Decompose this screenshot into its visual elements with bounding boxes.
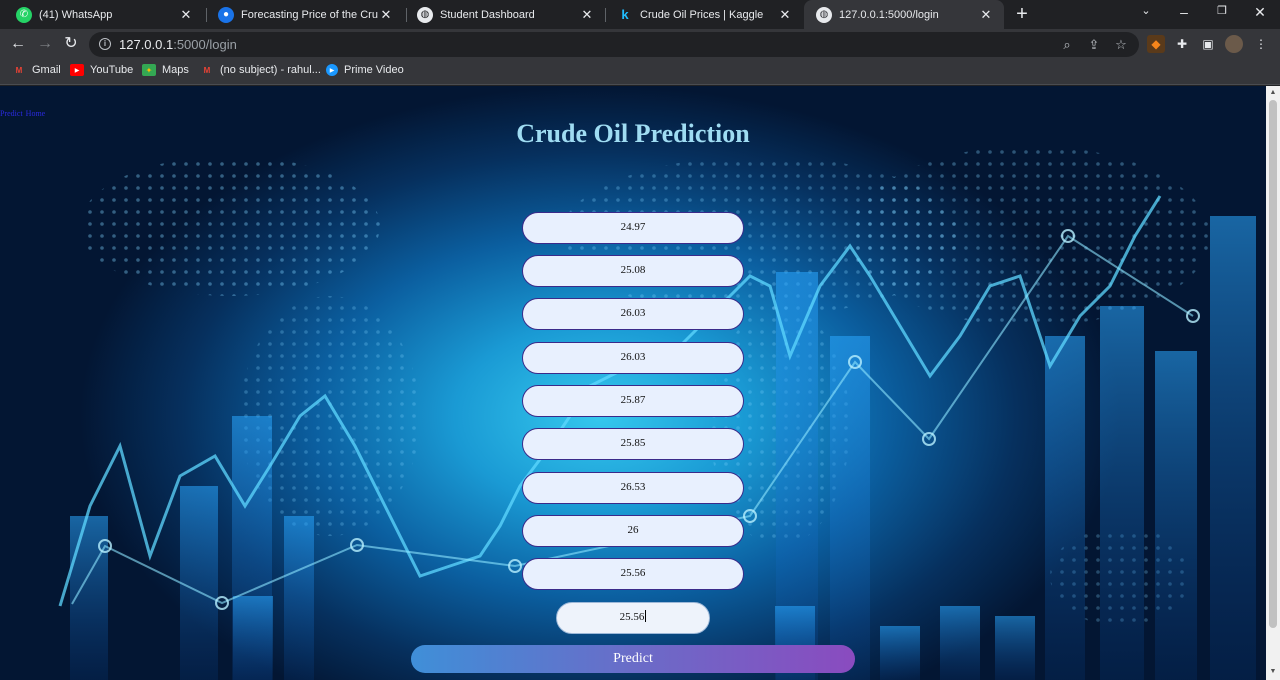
tab-title: 127.0.0.1:5000/login (839, 8, 939, 21)
forward-icon[interactable]: → (37, 35, 53, 52)
maps-icon: ✦ (142, 64, 156, 76)
scrollbar[interactable]: ▲ ▼ (1266, 86, 1280, 680)
price-input-1[interactable]: 24.97 (522, 212, 744, 244)
youtube-icon: ▶ (70, 64, 84, 76)
close-icon[interactable]: ✕ (180, 6, 192, 22)
close-icon[interactable]: ✕ (380, 6, 392, 22)
url-text: 127.0.0.1:5000/login (119, 37, 237, 52)
globe-icon: ◍ (816, 6, 832, 23)
nav-link-predict[interactable]: Predict (0, 109, 23, 118)
tab-student-dashboard[interactable]: ◍ Student Dashboard ✕ (405, 0, 605, 29)
page-viewport: Predict Home Crude Oil Prediction 24.97 2… (0, 86, 1266, 680)
restore-icon[interactable]: ❐ (1217, 5, 1227, 17)
info-icon[interactable]: i (99, 38, 111, 50)
close-icon[interactable]: ✕ (581, 6, 593, 22)
scroll-down-icon[interactable]: ▼ (1269, 668, 1277, 675)
scrollbar-thumb[interactable] (1269, 100, 1277, 628)
price-input-6[interactable]: 25.85 (522, 428, 744, 460)
close-icon[interactable]: ✕ (980, 6, 992, 22)
globe-icon: ◍ (417, 6, 433, 23)
predict-button[interactable]: Predict (411, 645, 855, 673)
gmail-icon: M (203, 65, 211, 75)
address-bar[interactable]: i 127.0.0.1:5000/login ⌕ ⇪ ☆ (89, 32, 1139, 57)
bookmark-label: YouTube (90, 64, 134, 76)
tab-whatsapp[interactable]: ✆ (41) WhatsApp ✕ (4, 0, 204, 29)
price-input-10[interactable]: 25.56 (556, 602, 710, 634)
bookmark-youtube[interactable]: ▶ YouTube (70, 64, 133, 76)
close-window-icon[interactable]: ✕ (1254, 4, 1266, 20)
bookmark-no-subject[interactable]: M (no subject) - rahul... (200, 64, 321, 76)
bookmark-label: Maps (162, 64, 189, 76)
share-icon[interactable]: ⇪ (1088, 37, 1100, 52)
bookmark-label: Gmail (32, 64, 61, 76)
menu-icon[interactable]: ⋮ (1255, 37, 1267, 51)
reload-icon[interactable]: ↻ (64, 35, 78, 52)
avatar[interactable] (1225, 35, 1243, 53)
price-input-5[interactable]: 25.87 (522, 385, 744, 417)
scroll-up-icon[interactable]: ▲ (1269, 89, 1277, 96)
zoom-icon[interactable]: ⌕ (1063, 37, 1071, 52)
browser-toolbar: ← → ↻ i 127.0.0.1:5000/login ⌕ ⇪ ☆ (0, 29, 1280, 59)
tab-search-icon[interactable]: ⌄ (1141, 5, 1151, 17)
back-icon[interactable]: ← (10, 35, 26, 52)
extensions-icon[interactable]: ✚ (1176, 37, 1188, 51)
new-tab-button[interactable]: + (1016, 3, 1028, 25)
tab-title: Forecasting Price of the Crude oil (241, 8, 378, 21)
kaggle-icon: k (621, 7, 629, 22)
prime-video-icon: ▶ (326, 64, 338, 76)
price-input-8[interactable]: 26 (522, 515, 744, 547)
url-host: 127.0.0.1 (119, 37, 174, 52)
price-input-4[interactable]: 26.03 (522, 342, 744, 374)
page-title: Crude Oil Prediction (516, 119, 750, 148)
tab-title: Student Dashboard (440, 8, 535, 21)
bookmark-maps[interactable]: ✦ Maps (142, 64, 189, 76)
metamask-icon[interactable]: ◆ (1147, 35, 1165, 53)
close-icon[interactable]: ✕ (779, 6, 791, 22)
nav-link-home[interactable]: Home (25, 109, 46, 118)
bookmark-label: (no subject) - rahul... (220, 64, 321, 76)
nav-links: Predict Home (0, 109, 48, 118)
price-input-7[interactable]: 26.53 (522, 472, 744, 504)
tab-separator (605, 8, 606, 22)
tab-separator (406, 8, 407, 22)
bookmarks-bar: M Gmail ▶ YouTube ✦ Maps M (no subject) … (0, 59, 1280, 85)
price-input-10-value: 25.56 (619, 611, 645, 623)
tab-login[interactable]: ◍ 127.0.0.1:5000/login ✕ (804, 0, 1004, 29)
url-path: :5000/login (173, 37, 237, 52)
price-input-3[interactable]: 26.03 (522, 298, 744, 330)
globe-icon: ● (218, 6, 234, 23)
tab-title: Crude Oil Prices | Kaggle (640, 8, 764, 21)
bookmark-label: Prime Video (344, 64, 404, 76)
minimize-icon[interactable]: – (1180, 4, 1188, 20)
side-panel-icon[interactable]: ▣ (1202, 37, 1214, 51)
background-image (58, 146, 1256, 680)
tab-strip: ✆ (41) WhatsApp ✕ ● Forecasting Price of… (0, 0, 1280, 29)
gmail-icon: M (15, 65, 23, 75)
tab-kaggle[interactable]: k Crude Oil Prices | Kaggle ✕ (605, 0, 803, 29)
tab-forecasting[interactable]: ● Forecasting Price of the Crude oil ✕ (206, 0, 404, 29)
price-input-2[interactable]: 25.08 (522, 255, 744, 287)
text-caret (645, 610, 647, 622)
tab-separator (206, 8, 207, 22)
tab-title: (41) WhatsApp (39, 8, 113, 21)
bookmark-prime-video[interactable]: ▶ Prime Video (326, 64, 404, 76)
whatsapp-icon: ✆ (16, 6, 32, 23)
bookmark-star-icon[interactable]: ☆ (1115, 37, 1127, 52)
bookmark-gmail[interactable]: M Gmail (12, 64, 61, 76)
price-input-9[interactable]: 25.56 (522, 558, 744, 590)
